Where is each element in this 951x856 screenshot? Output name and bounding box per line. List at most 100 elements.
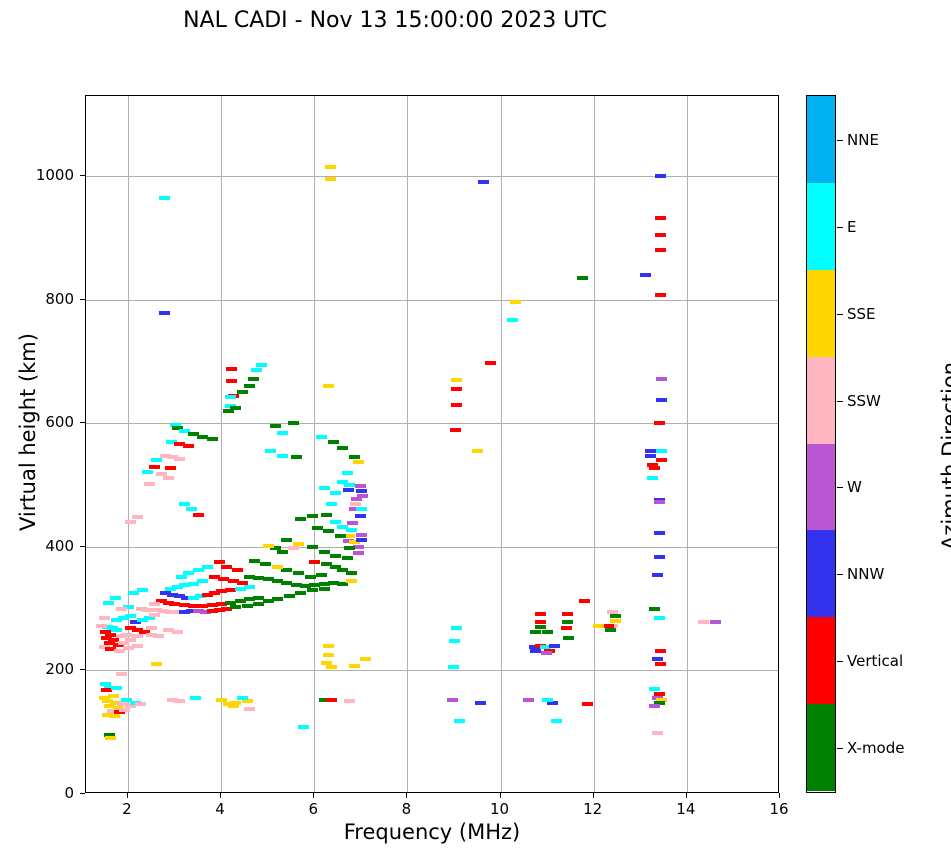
data-point — [323, 653, 335, 658]
data-point — [337, 480, 349, 485]
data-point — [337, 568, 349, 573]
data-point — [448, 638, 460, 643]
data-point — [337, 525, 349, 530]
data-point — [604, 628, 616, 633]
data-point — [136, 588, 148, 593]
data-point — [111, 685, 123, 690]
data-point — [132, 643, 144, 648]
data-point — [646, 475, 658, 480]
data-point — [649, 606, 661, 611]
scatter-points-layer — [86, 96, 778, 792]
data-point — [472, 449, 484, 454]
colorbar-segment-nne[interactable] — [807, 96, 835, 183]
colorbar-segment-w[interactable] — [807, 443, 835, 531]
colorbar-segment-x-mode[interactable] — [807, 704, 835, 792]
data-point — [653, 497, 665, 502]
data-point — [244, 384, 256, 389]
data-point — [451, 402, 463, 407]
data-point — [355, 506, 367, 511]
data-point — [139, 630, 151, 635]
data-point — [181, 595, 193, 600]
data-point — [103, 600, 115, 605]
data-point — [101, 712, 113, 717]
data-point — [108, 694, 119, 699]
x-tick — [685, 793, 687, 798]
colorbar-segment-sse[interactable] — [807, 269, 835, 357]
plot-area[interactable] — [85, 95, 779, 793]
x-tick — [406, 793, 408, 798]
data-point — [306, 588, 318, 593]
colorbar-segment-vertical[interactable] — [807, 617, 835, 705]
data-point — [309, 583, 321, 588]
colorbar[interactable] — [806, 95, 836, 793]
data-point — [197, 578, 209, 583]
data-point — [323, 643, 335, 648]
data-point — [649, 465, 661, 470]
data-point — [220, 606, 232, 611]
colorbar-segment-e[interactable] — [807, 182, 835, 270]
data-point — [292, 541, 304, 546]
data-point — [639, 273, 651, 278]
data-point — [311, 526, 323, 531]
data-point — [602, 623, 614, 628]
data-point — [535, 611, 547, 616]
data-point — [195, 594, 207, 599]
gridline-horizontal — [86, 299, 778, 301]
data-point — [190, 696, 202, 701]
gridline-vertical — [127, 96, 129, 792]
data-point — [112, 642, 124, 647]
data-point — [355, 489, 367, 494]
data-point — [344, 533, 356, 538]
data-point — [609, 614, 621, 619]
data-point — [535, 620, 547, 625]
data-point — [223, 409, 235, 414]
data-point — [355, 532, 367, 537]
data-point — [174, 594, 186, 599]
data-point — [709, 620, 721, 625]
data-point — [226, 367, 238, 372]
data-point — [346, 527, 358, 532]
data-point — [651, 657, 663, 662]
data-point — [183, 444, 195, 449]
data-point — [342, 538, 354, 543]
data-point — [150, 607, 162, 612]
data-point — [451, 387, 463, 392]
data-point — [171, 426, 183, 431]
data-point — [330, 554, 342, 559]
data-point — [271, 564, 283, 569]
data-point — [120, 632, 132, 637]
data-point — [320, 661, 332, 666]
colorbar-segment-ssw[interactable] — [807, 356, 835, 444]
data-point — [176, 574, 188, 579]
colorbar-segment-nnw[interactable] — [807, 530, 835, 618]
colorbar-tick — [837, 574, 843, 576]
data-point — [581, 702, 593, 707]
colorbar-label-ssw: SSW — [847, 391, 881, 410]
data-point — [104, 732, 116, 737]
page-title: NAL CADI - Nov 13 15:00:00 2023 UTC — [183, 8, 607, 33]
gridline-vertical — [593, 96, 595, 792]
data-point — [185, 506, 197, 511]
data-point — [651, 572, 663, 577]
data-point — [122, 646, 134, 651]
data-point — [320, 512, 332, 517]
gridline-horizontal — [86, 423, 778, 425]
data-point — [188, 581, 200, 586]
data-point — [155, 472, 167, 477]
data-point — [288, 421, 300, 426]
colorbar-title: Azimuth Direction — [938, 361, 951, 551]
data-point — [160, 453, 172, 458]
data-point — [119, 707, 131, 712]
data-point — [281, 568, 293, 573]
data-point — [160, 591, 172, 596]
data-point — [344, 699, 356, 704]
y-tick — [80, 422, 85, 424]
data-point — [330, 520, 342, 525]
data-point — [654, 648, 666, 653]
y-tick — [80, 298, 85, 300]
data-point — [185, 609, 197, 614]
data-point — [453, 719, 465, 724]
y-axis-label: Virtual height (km) — [16, 333, 40, 531]
data-point — [159, 311, 171, 316]
data-point — [213, 607, 225, 612]
